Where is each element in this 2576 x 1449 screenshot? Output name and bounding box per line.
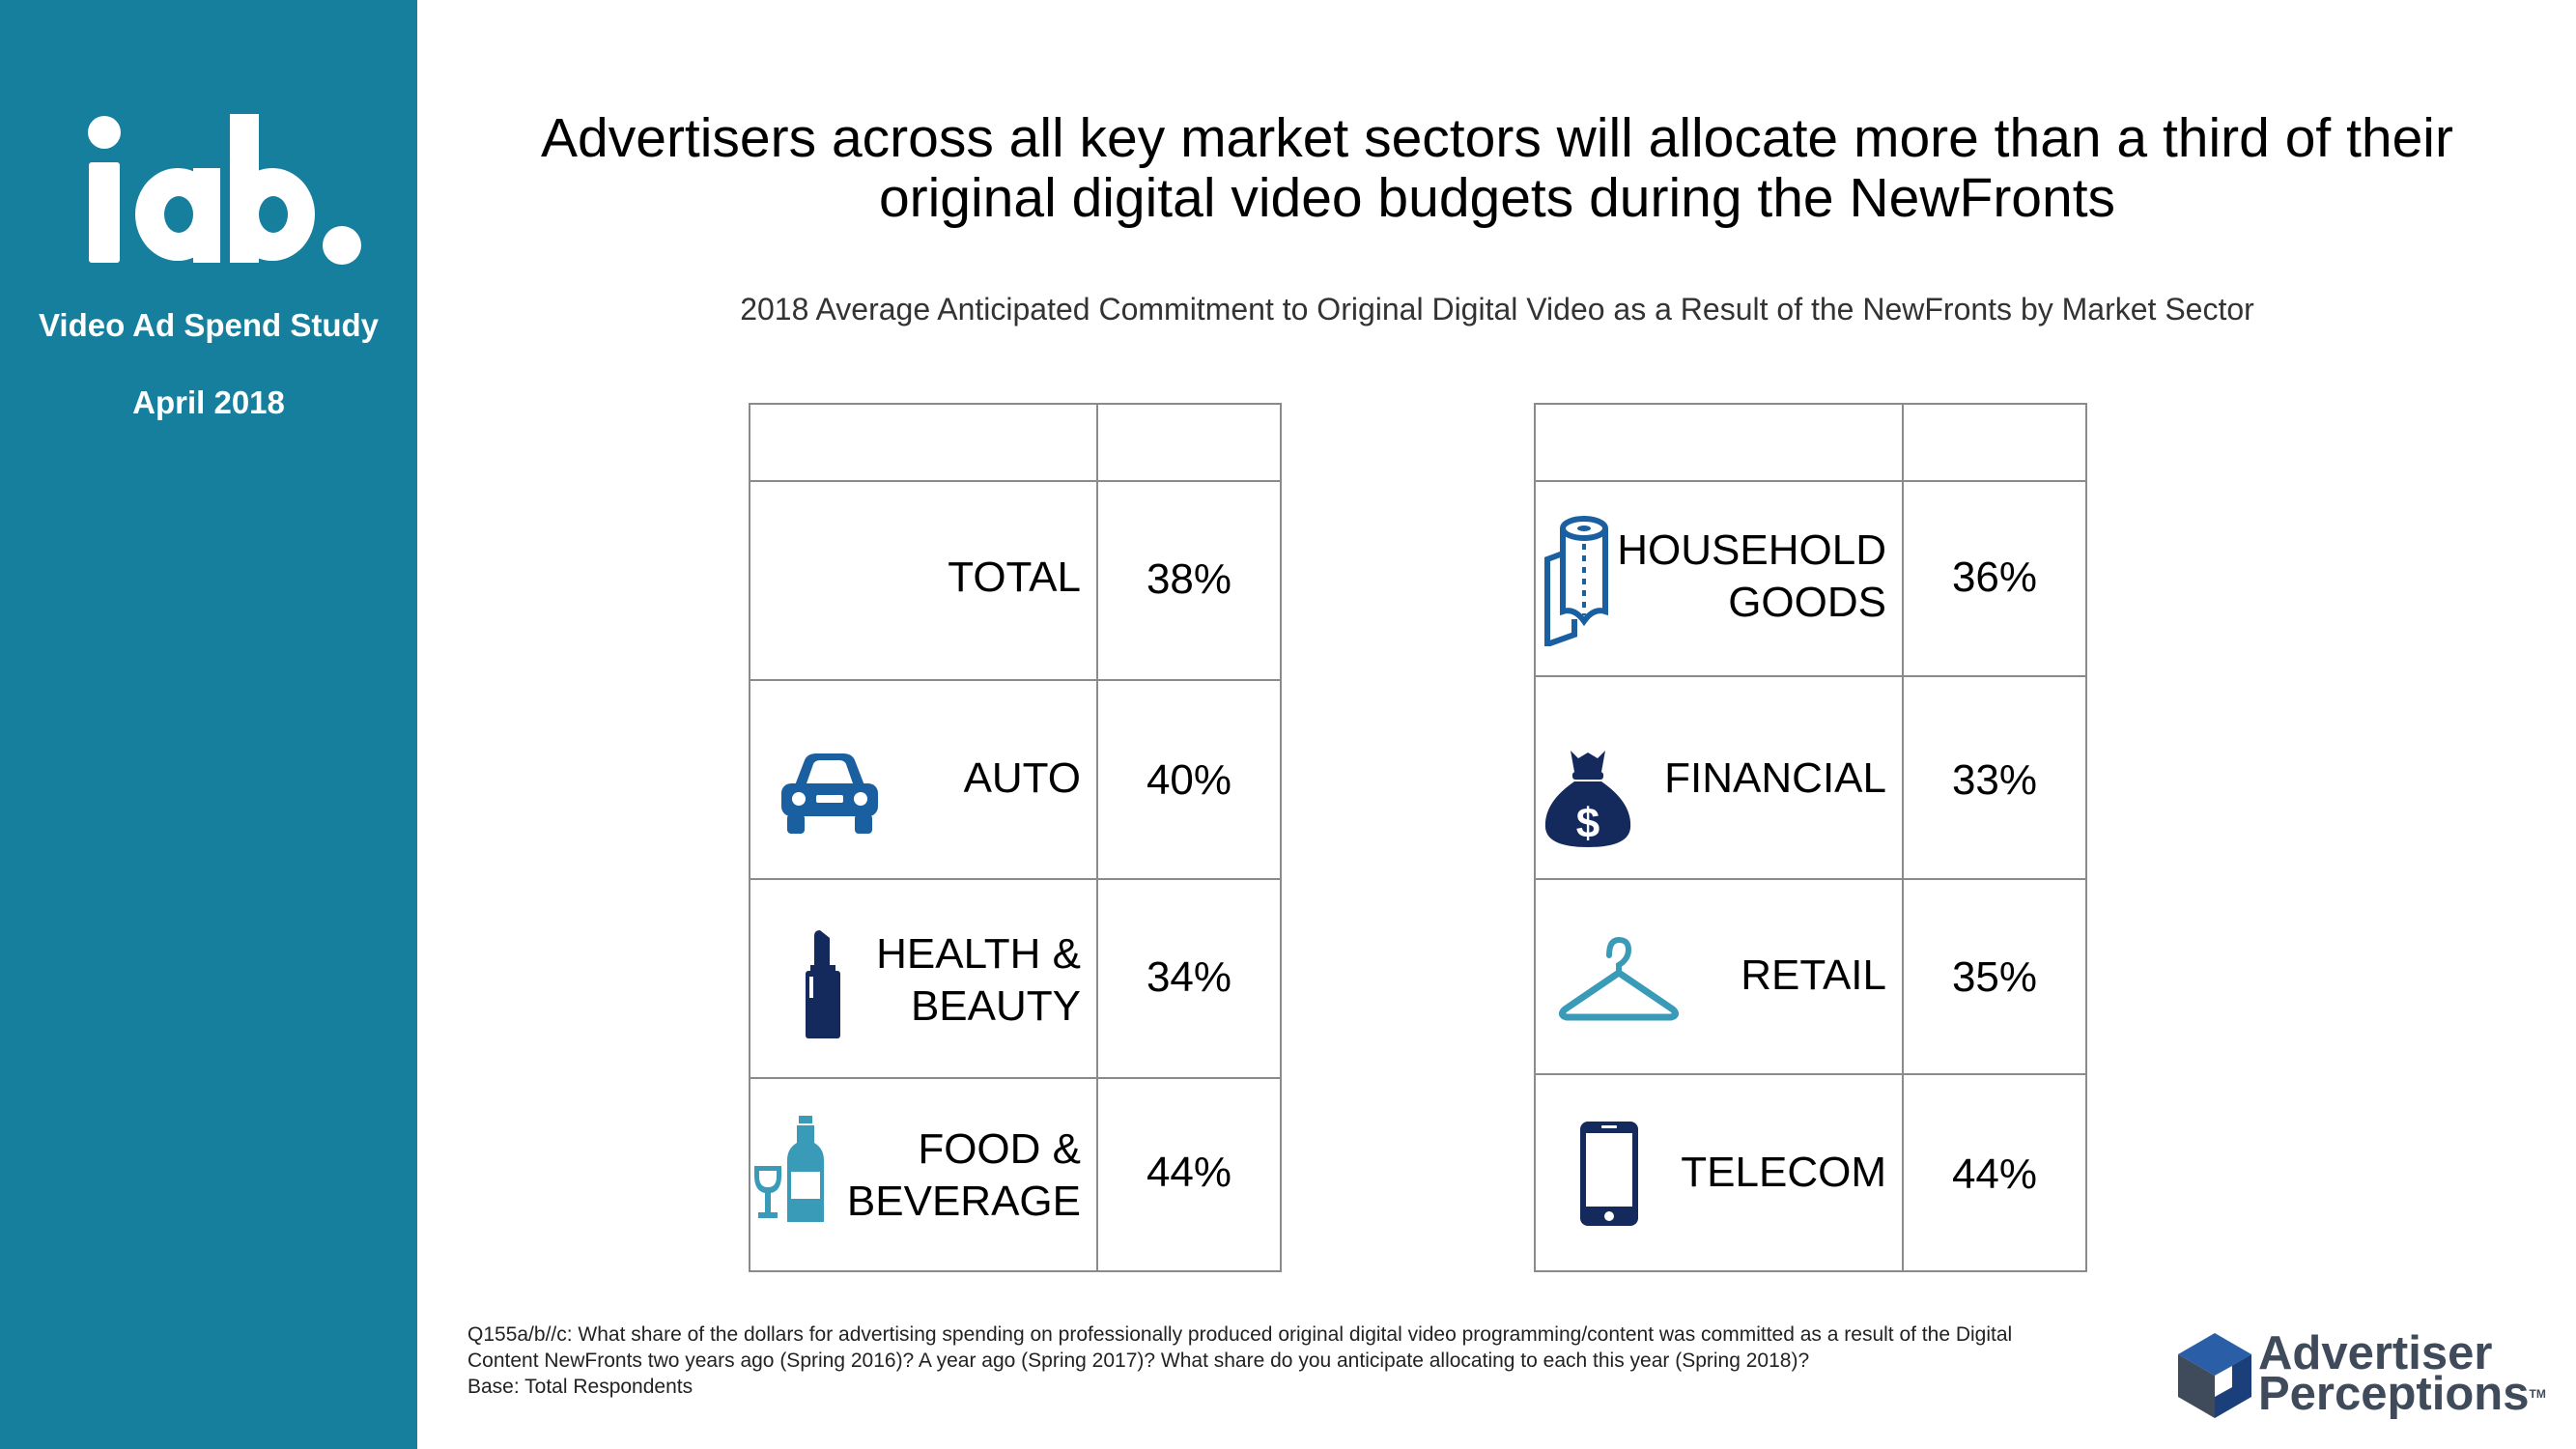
left-sector-table: TOTAL 38% AUTO 40% HEALTH & BE (749, 403, 1282, 1272)
sector-label: HOUSEHOLD GOODS (1617, 526, 1886, 626)
car-icon (781, 753, 878, 834)
chart-subtitle: 2018 Average Anticipated Commitment to O… (740, 292, 2254, 327)
svg-text:$: $ (1576, 800, 1599, 847)
smartphone-icon (1580, 1122, 1638, 1226)
money-bag-icon: $ (1544, 751, 1631, 847)
footnote-question: Q155a/b//c: What share of the dollars fo… (467, 1323, 2013, 1372)
study-name: Video Ad Spend Study (38, 307, 380, 343)
table-row: TELECOM 44% (1536, 1075, 2085, 1270)
table-row: FOOD & BEVERAGE 44% (750, 1079, 1280, 1270)
wine-bottle-icon (754, 1116, 824, 1222)
page-title: Advertisers across all key market sector… (541, 107, 2453, 229)
sector-value: 44% (1146, 1149, 1232, 1196)
paper-towel-icon (1544, 516, 1608, 646)
table-row: RETAIL 35% (1536, 880, 2085, 1073)
sector-value: 38% (1146, 555, 1232, 603)
sector-value: 44% (1951, 1151, 2038, 1198)
sector-label: HEALTH & BEAUTY (876, 930, 1081, 1030)
table-row: HOUSEHOLD GOODS 36% (1536, 482, 2085, 675)
advertiser-perceptions-logo: Advertiser PerceptionsTM (2258, 1327, 2546, 1420)
sector-value: 33% (1951, 756, 2038, 804)
table-row: $ FINANCIAL 33% (1536, 677, 2085, 878)
table-row: TOTAL 38% (750, 482, 1280, 679)
iab-logo (88, 114, 361, 265)
footnote-base: Base: Total Respondents (467, 1376, 694, 1398)
table-row: HEALTH & BEAUTY 34% (750, 880, 1280, 1077)
sector-label: RETAIL (1741, 952, 1886, 999)
lipstick-icon (806, 930, 840, 1038)
sidebar: Video Ad Spend Study April 2018 (0, 0, 417, 1449)
table-row: AUTO 40% (750, 681, 1280, 878)
advertiser-perceptions-logo-mark (2178, 1333, 2251, 1418)
right-sector-table: HOUSEHOLD GOODS 36% $ FINANCIAL 33% RETA… (1534, 403, 2087, 1272)
hanger-icon (1559, 936, 1679, 1021)
study-date: April 2018 (132, 384, 285, 420)
sector-value: 36% (1951, 554, 2038, 601)
sector-label: TELECOM (1681, 1149, 1886, 1196)
sector-value: 35% (1951, 953, 2038, 1001)
sector-label: FOOD & BEVERAGE (846, 1125, 1081, 1225)
sector-label: TOTAL (948, 554, 1081, 601)
sector-value: 40% (1146, 756, 1232, 804)
footnote: Q155a/b//c: What share of the dollars fo… (467, 1321, 2013, 1400)
sector-label: FINANCIAL (1664, 754, 1886, 802)
sector-label: AUTO (963, 754, 1081, 802)
sector-value: 34% (1146, 953, 1232, 1001)
